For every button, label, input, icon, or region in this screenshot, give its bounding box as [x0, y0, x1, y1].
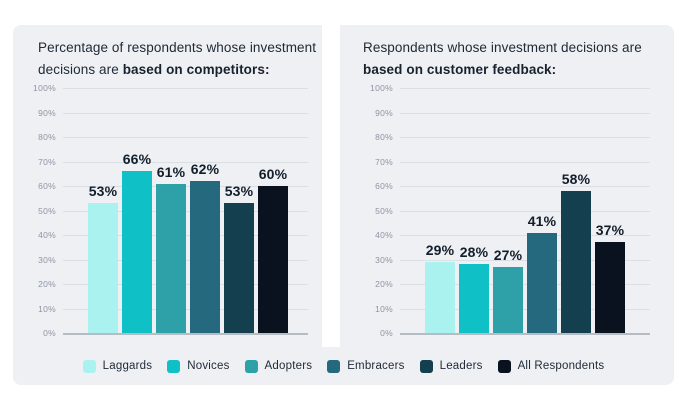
y-tick-label: 100%	[370, 83, 393, 93]
bar-value-label: 58%	[561, 170, 591, 187]
bar-leaders	[561, 190, 591, 333]
chart-title-bold-text: based on competitors:	[122, 62, 270, 77]
bar-embracers	[190, 181, 220, 333]
y-tick-label: 50%	[38, 205, 56, 216]
chart-legend: Laggards Novices Adopters Embracers Leaders A…	[13, 347, 674, 385]
legend-label: All Respondents	[517, 360, 605, 372]
bar-value-label: 29%	[425, 241, 455, 258]
y-tick-label: 40%	[375, 230, 393, 240]
legend-label: Leaders	[439, 360, 483, 372]
y-tick-label: 60%	[38, 181, 56, 191]
chart-title-regular-text: Respondents whose investment decisions a…	[363, 40, 642, 55]
y-tick-label: 90%	[38, 107, 56, 118]
y-tick-label: 100%	[33, 83, 56, 93]
bar-value-label: 61%	[156, 163, 186, 180]
gridline-60%: 60%	[375, 181, 650, 191]
chart-competitors: Percentage of respondents whose investme…	[13, 25, 322, 347]
y-tick-label: 0%	[380, 328, 393, 338]
y-tick-label: 30%	[375, 254, 393, 265]
gridline-80%: 80%	[38, 132, 308, 142]
legend-item-leaders: Leaders	[419, 359, 483, 373]
bar-value-label: 53%	[224, 183, 254, 200]
bar-plot-competitors: 100% 90% 80% 70% 60% 50% 40% 30% 20% 10% 0% 53% 66% 6…	[33, 83, 308, 338]
legend-swatch	[244, 359, 258, 373]
legend-swatch	[327, 359, 341, 373]
y-tick-label: 40%	[38, 230, 56, 240]
y-tick-label: 50%	[375, 205, 393, 216]
gridline-0%: 0%	[380, 328, 650, 338]
bar-value-label: 60%	[258, 166, 288, 182]
gridline-100%: 100%	[33, 83, 308, 93]
bar-all-respondents	[595, 242, 625, 333]
gridline-70%: 70%	[375, 157, 650, 167]
bar-leaders	[224, 203, 254, 333]
bar-novices	[122, 171, 152, 333]
chart-customer-feedback: Respondents whose investment decisions a…	[350, 25, 674, 347]
gridline-100%: 100%	[370, 83, 650, 93]
legend-item-all-respondents: All Respondents	[497, 359, 605, 373]
bar-plot-customer-feedback: 100% 90% 80% 70% 60% 50% 40% 30% 20% 10% 0% 29% 28% 2…	[370, 83, 650, 338]
gridline-10%: 10%	[375, 304, 650, 314]
y-tick-label: 70%	[375, 156, 393, 167]
legend-label: Embracers	[347, 360, 405, 372]
bar-adopters	[493, 266, 523, 333]
y-tick-label: 60%	[375, 181, 393, 191]
y-tick-label: 70%	[38, 156, 56, 167]
bar-value-label: 53%	[88, 183, 118, 200]
legend-item-laggards: Laggards	[82, 359, 153, 373]
bar-value-label: 28%	[459, 244, 489, 261]
y-tick-label: 10%	[375, 303, 393, 314]
chart-title-bold-text: based on customer feedback:	[363, 62, 557, 77]
gridline-90%: 90%	[38, 108, 308, 118]
chart-title-regular-text: Percentage of respondents whose investme…	[38, 40, 317, 77]
gridline-90%: 90%	[375, 108, 650, 118]
legend-item-adopters: Adopters	[244, 359, 313, 373]
legend-swatch	[497, 359, 511, 373]
gridline-30%: 30%	[375, 255, 650, 265]
gridline-40%: 40%	[375, 230, 650, 240]
legend-swatch	[167, 359, 181, 373]
gridline-70%: 70%	[38, 157, 308, 167]
bar-all-respondents	[258, 186, 288, 333]
bar-embracers	[527, 232, 557, 333]
chart-title-customer-feedback: Respondents whose investment decisions a…	[350, 25, 645, 81]
legend-item-novices: Novices	[167, 359, 230, 373]
legend-swatch	[82, 359, 96, 373]
bar-adopters	[156, 183, 186, 333]
y-tick-label: 30%	[38, 254, 56, 265]
bar-laggards	[88, 203, 118, 333]
bar-value-label: 66%	[122, 151, 152, 168]
bar-value-label: 41%	[527, 212, 557, 229]
y-tick-label: 90%	[375, 107, 393, 118]
legend-label: Novices	[187, 360, 230, 372]
legend-label: Adopters	[264, 360, 313, 372]
y-tick-label: 80%	[38, 132, 56, 142]
bar-laggards	[425, 261, 455, 333]
legend-label: Laggards	[102, 360, 153, 372]
bar-value-label: 37%	[595, 222, 625, 239]
legend-swatch	[419, 359, 433, 373]
chart-title-competitors: Percentage of respondents whose investme…	[13, 25, 320, 81]
charts-card: Percentage of respondents whose investme…	[13, 25, 674, 385]
gridline-0%: 0%	[43, 328, 308, 338]
bar-value-label: 27%	[493, 246, 523, 263]
panel-divider	[322, 25, 340, 347]
gridline-20%: 20%	[375, 279, 650, 289]
y-tick-label: 10%	[38, 303, 56, 314]
y-tick-label: 20%	[375, 279, 393, 289]
legend-item-embracers: Embracers	[327, 359, 405, 373]
bar-novices	[459, 264, 489, 333]
bar-value-label: 62%	[190, 161, 220, 178]
gridline-50%: 50%	[375, 206, 650, 216]
gridline-80%: 80%	[375, 132, 650, 142]
y-tick-label: 0%	[43, 328, 56, 338]
y-tick-label: 80%	[375, 132, 393, 142]
y-tick-label: 20%	[38, 279, 56, 289]
